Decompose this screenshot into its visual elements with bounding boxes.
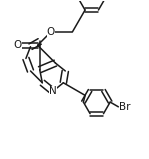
Text: O: O [47,27,55,37]
Text: O: O [14,40,22,50]
Text: Br: Br [119,102,131,112]
Text: N: N [49,86,57,96]
